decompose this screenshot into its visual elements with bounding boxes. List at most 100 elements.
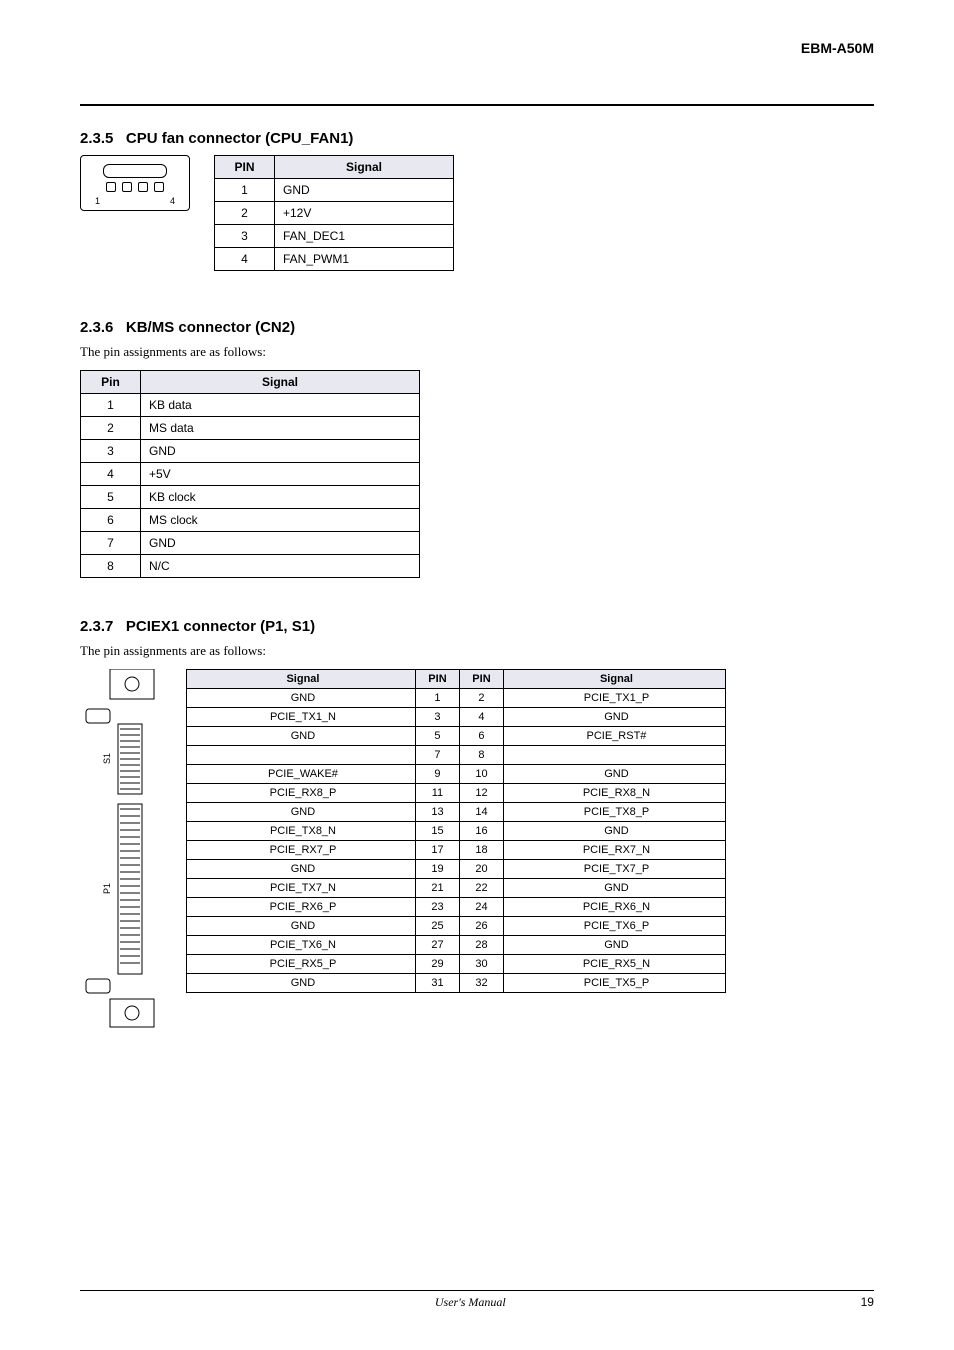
cpu-fan-connector-diagram: 1 4	[80, 155, 190, 211]
section-pcie: 2.3.7 PCIEX1 connector (P1, S1) The pin …	[80, 618, 874, 1029]
th-pin-r: PIN	[459, 670, 503, 689]
table-cell: PCIE_TX8_P	[503, 803, 725, 822]
table-cell: 16	[459, 822, 503, 841]
table-cell: 10	[459, 765, 503, 784]
table-cell: 28	[459, 936, 503, 955]
table-cell: GND	[187, 803, 416, 822]
table-cell: 11	[415, 784, 459, 803]
table-cell: GND	[503, 879, 725, 898]
table-cell: 1	[81, 394, 141, 417]
connector-shroud	[103, 164, 167, 178]
table-cell: 23	[415, 898, 459, 917]
table-row: 1GND	[215, 179, 454, 202]
sec-title-text: CPU fan connector (CPU_FAN1)	[126, 130, 354, 147]
table-row: 8N/C	[81, 555, 420, 578]
table-cell: GND	[187, 689, 416, 708]
table-cell: 3	[81, 440, 141, 463]
table-cell: PCIE_TX8_N	[187, 822, 416, 841]
table-cell: 9	[415, 765, 459, 784]
table-row: PCIE_RX5_P2930PCIE_RX5_N	[187, 955, 726, 974]
table-cell: 12	[459, 784, 503, 803]
table-cell: MS data	[141, 417, 420, 440]
table-row: GND12PCIE_TX1_P	[187, 689, 726, 708]
table-cell: PCIE_WAKE#	[187, 765, 416, 784]
table-row: GND3132PCIE_TX5_P	[187, 974, 726, 993]
table-cell: GND	[141, 532, 420, 555]
table-cell: PCIE_TX6_N	[187, 936, 416, 955]
th-signal: Signal	[141, 371, 420, 394]
table-row: 2MS data	[81, 417, 420, 440]
table-cell: 2	[81, 417, 141, 440]
table-cell: PCIE_RX7_N	[503, 841, 725, 860]
table-cell: 13	[415, 803, 459, 822]
table-cell: GND	[275, 179, 454, 202]
table-cell: PCIE_RX5_N	[503, 955, 725, 974]
table-row: 6MS clock	[81, 509, 420, 532]
pin-icon	[122, 182, 132, 192]
footer-page: 19	[861, 1295, 874, 1310]
pin-label-4: 4	[170, 196, 175, 206]
table-cell: PCIE_RX6_N	[503, 898, 725, 917]
table-cell: 31	[415, 974, 459, 993]
table-cell: 7	[81, 532, 141, 555]
pcie-table: Signal PIN PIN Signal GND12PCIE_TX1_PPCI…	[186, 669, 726, 993]
table-row: GND1920PCIE_TX7_P	[187, 860, 726, 879]
table-cell: PCIE_TX1_P	[503, 689, 725, 708]
pin-icon	[106, 182, 116, 192]
table-cell: 2	[215, 202, 275, 225]
table-cell: 14	[459, 803, 503, 822]
table-row: PCIE_TX1_N34GND	[187, 708, 726, 727]
table-cell: 15	[415, 822, 459, 841]
table-cell: GND	[503, 822, 725, 841]
table-row: 78	[187, 746, 726, 765]
sec-title-text: PCIEX1 connector (P1, S1)	[126, 618, 315, 635]
table-cell: +5V	[141, 463, 420, 486]
table-cell: 5	[81, 486, 141, 509]
table-cell: PCIE_RST#	[503, 727, 725, 746]
table-cell: 7	[415, 746, 459, 765]
table-row: PCIE_RX6_P2324PCIE_RX6_N	[187, 898, 726, 917]
footer-center: User's Manual	[435, 1295, 506, 1310]
table-cell: 21	[415, 879, 459, 898]
table-cell: PCIE_RX7_P	[187, 841, 416, 860]
pin-icon	[154, 182, 164, 192]
pin-label-1: 1	[95, 196, 100, 206]
table-cell: KB data	[141, 394, 420, 417]
table-cell: GND	[503, 936, 725, 955]
label-p1: P1	[102, 883, 112, 894]
table-cell: 3	[215, 225, 275, 248]
table-cell: 17	[415, 841, 459, 860]
table-cell: 8	[459, 746, 503, 765]
table-cell: GND	[187, 860, 416, 879]
table-cell: 6	[81, 509, 141, 532]
sec-num: 2.3.6	[80, 319, 113, 336]
table-cell: 24	[459, 898, 503, 917]
table-cell: 22	[459, 879, 503, 898]
table-cell: PCIE_TX7_N	[187, 879, 416, 898]
table-cell: N/C	[141, 555, 420, 578]
section-cpu-fan: 2.3.5 CPU fan connector (CPU_FAN1) 1 4	[80, 130, 874, 271]
table-cell	[503, 746, 725, 765]
table-cell: PCIE_TX1_N	[187, 708, 416, 727]
table-cell: 2	[459, 689, 503, 708]
table-row: GND1314PCIE_TX8_P	[187, 803, 726, 822]
table-cell: PCIE_RX8_P	[187, 784, 416, 803]
th-signal-l: Signal	[187, 670, 416, 689]
kb-ms-table: Pin Signal 1KB data2MS data3GND4+5V5KB c…	[80, 370, 420, 578]
table-cell: 1	[215, 179, 275, 202]
table-cell: 27	[415, 936, 459, 955]
table-cell: 20	[459, 860, 503, 879]
table-cell: PCIE_RX5_P	[187, 955, 416, 974]
table-cell: 6	[459, 727, 503, 746]
sec-sub: The pin assignments are as follows:	[80, 344, 874, 360]
table-cell: 26	[459, 917, 503, 936]
th-pin: Pin	[81, 371, 141, 394]
table-cell: PCIE_RX8_N	[503, 784, 725, 803]
table-row: 7GND	[81, 532, 420, 555]
header-rule	[80, 104, 874, 106]
table-row: 4FAN_PWM1	[215, 248, 454, 271]
section-kb-ms: 2.3.6 KB/MS connector (CN2) The pin assi…	[80, 319, 874, 578]
sec-title-text: KB/MS connector (CN2)	[126, 319, 295, 336]
th-pin: PIN	[215, 156, 275, 179]
table-cell: +12V	[275, 202, 454, 225]
